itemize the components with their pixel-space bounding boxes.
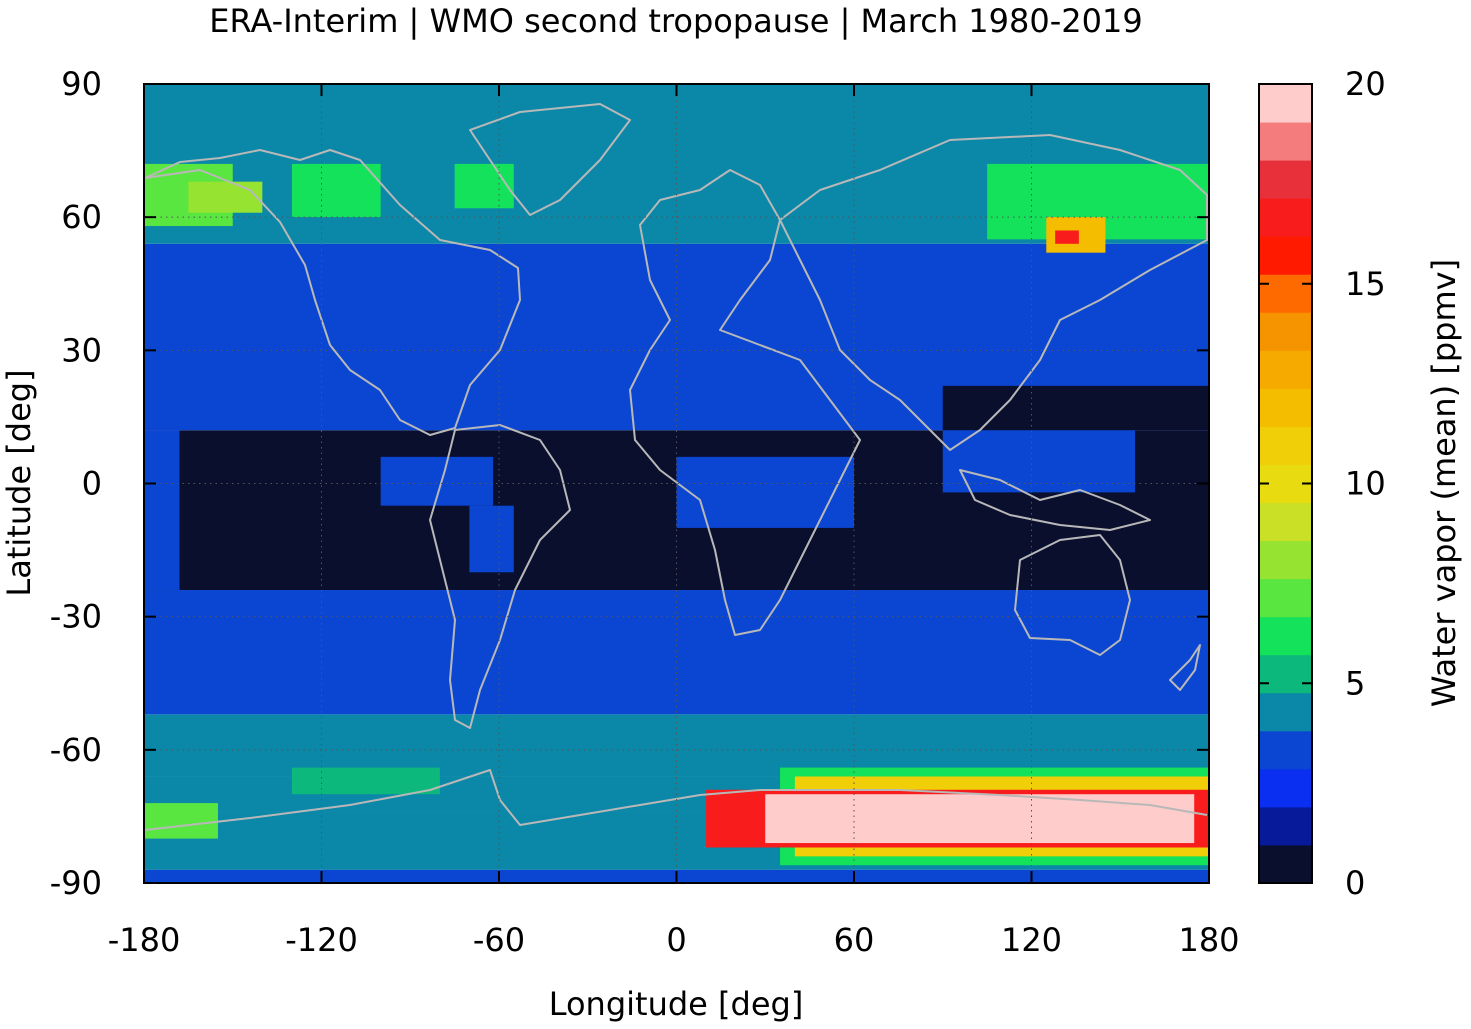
coastline-north-america xyxy=(144,149,521,436)
heat-cell xyxy=(676,456,854,528)
colorbar-swatch xyxy=(1259,616,1312,656)
coastline-australia xyxy=(1014,534,1131,656)
colorbar-swatch xyxy=(1259,768,1312,808)
heat-cell xyxy=(188,181,263,213)
y-tick-label: 60 xyxy=(61,198,102,236)
colorbar-swatch xyxy=(1259,806,1312,846)
coastline-new-zealand xyxy=(1169,644,1201,691)
heat-cell xyxy=(291,163,381,218)
colorbar-swatch xyxy=(1259,198,1312,237)
x-tick-label: 60 xyxy=(834,921,875,959)
heat-cell xyxy=(942,385,1209,431)
x-axis-label: Longitude [deg] xyxy=(549,985,804,1023)
x-tick-label: 120 xyxy=(1001,921,1062,959)
heat-cell xyxy=(765,794,1195,844)
coastline-greenland xyxy=(469,103,631,216)
coastlines xyxy=(144,103,1208,831)
colorbar-swatch xyxy=(1259,388,1312,427)
colorbar-swatch xyxy=(1259,844,1312,884)
coastline-antarctica xyxy=(144,769,1208,831)
coastline-africa-europe xyxy=(629,169,861,636)
colorbar-swatch xyxy=(1259,654,1312,694)
colorbar-tick-label: 5 xyxy=(1345,664,1365,702)
colorbar-swatch xyxy=(1259,692,1312,732)
x-tick-labels: -180 -120 -60 0 60 120 180 xyxy=(108,921,1240,959)
heat-cell xyxy=(454,163,514,209)
y-tick-label: 30 xyxy=(61,331,102,369)
axis-ticks xyxy=(143,83,1210,884)
colorbar-swatch xyxy=(1259,122,1312,161)
heat-cell xyxy=(144,803,218,839)
y-tick-label: -60 xyxy=(50,731,102,769)
coastline-indonesia xyxy=(959,469,1151,531)
colorbar-swatch xyxy=(1259,312,1312,351)
x-tick-label: -120 xyxy=(285,921,358,959)
grid-lines xyxy=(144,84,1209,883)
heat-cell xyxy=(469,505,514,573)
colorbar-swatch xyxy=(1259,274,1312,313)
y-tick-label: -30 xyxy=(50,598,102,636)
colorbar-swatch xyxy=(1259,84,1312,123)
colorbar xyxy=(1259,84,1312,884)
colorbar-swatch xyxy=(1259,540,1312,580)
x-tick-label: -60 xyxy=(473,921,525,959)
colorbar-swatch xyxy=(1259,160,1312,199)
colorbar-tick-label: 10 xyxy=(1345,465,1386,503)
y-tick-label: -90 xyxy=(50,864,102,902)
coastline-south-america xyxy=(429,424,571,729)
y-tick-label: 0 xyxy=(82,465,102,503)
heat-band xyxy=(144,590,1209,715)
colorbar-tick-label: 15 xyxy=(1345,265,1386,303)
colorbar-swatch xyxy=(1259,426,1312,465)
heat-cell xyxy=(144,430,180,591)
y-axis-label: Latitude [deg] xyxy=(0,369,38,596)
colorbar-ticks xyxy=(1259,83,1312,884)
colorbar-label: Water vapor (mean) [ppmv] xyxy=(1425,259,1463,707)
y-tick-label: 90 xyxy=(61,65,102,103)
heat-cell xyxy=(291,767,440,795)
colorbar-tick-label: 0 xyxy=(1345,864,1365,902)
heat-cell xyxy=(1055,230,1079,244)
colorbar-swatch xyxy=(1259,236,1312,275)
colorbar-swatch xyxy=(1259,502,1312,542)
y-tick-labels: 90 60 30 0 -30 -60 -90 xyxy=(50,65,102,902)
x-tick-label: 180 xyxy=(1178,921,1239,959)
coastline-asia xyxy=(779,134,1208,451)
x-tick-label: -180 xyxy=(108,921,181,959)
colorbar-swatch xyxy=(1259,350,1312,389)
colorbar-tick-labels: 0 5 10 15 20 xyxy=(1345,65,1386,902)
colorbar-tick-label: 20 xyxy=(1345,65,1386,103)
colorbar-swatch xyxy=(1259,578,1312,618)
chart-title: ERA-Interim | WMO second tropopause | Ma… xyxy=(209,2,1142,40)
heat-cell xyxy=(942,421,1136,493)
colorbar-swatch xyxy=(1259,730,1312,770)
x-tick-label: 0 xyxy=(666,921,686,959)
